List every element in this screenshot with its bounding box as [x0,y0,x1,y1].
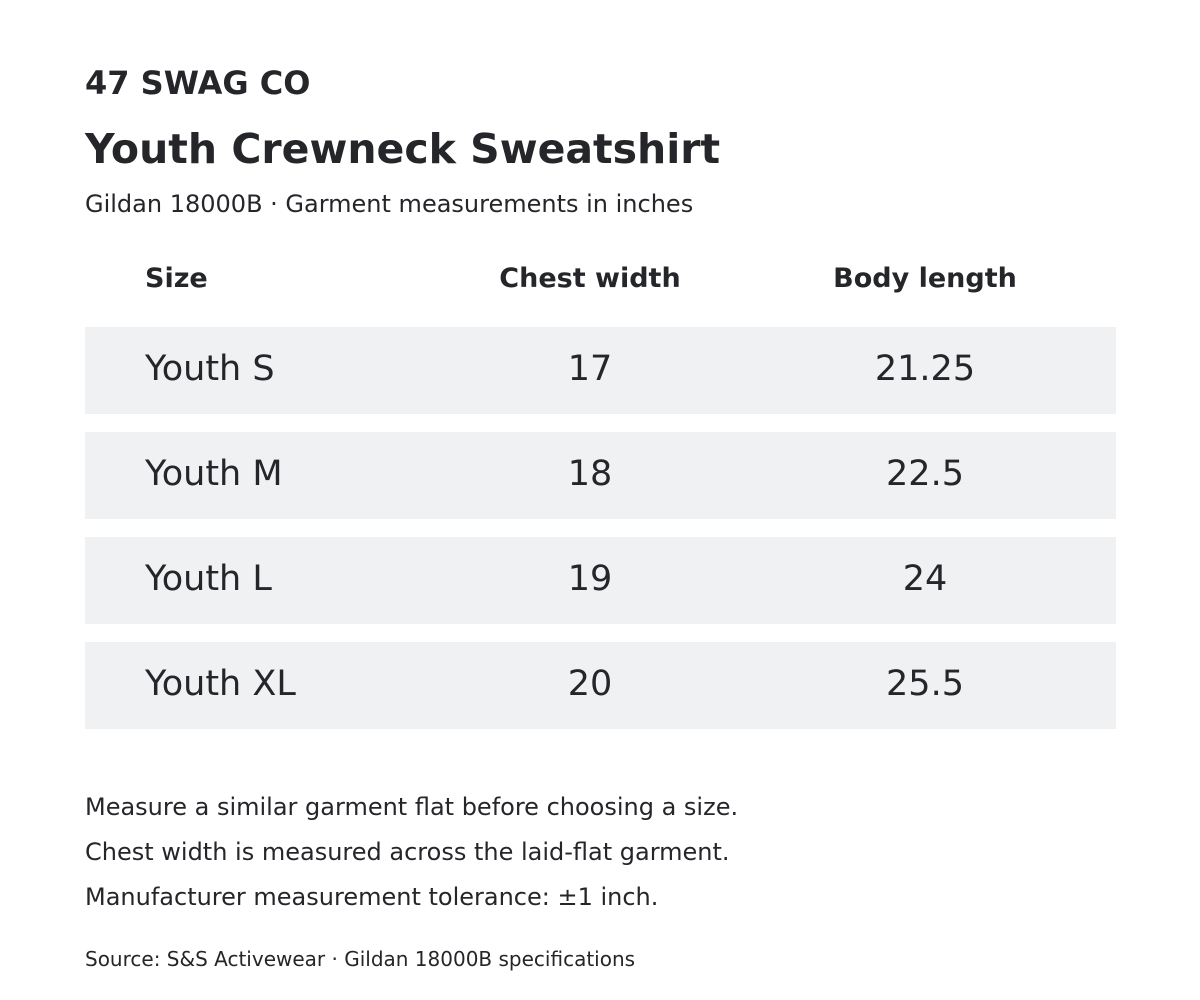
note-line: Chest width is measured across the laid-… [85,838,730,866]
table-row: Youth L 19 24 [85,537,1116,624]
size-cell: Youth M [145,454,283,494]
chest-width-cell: 17 [567,349,613,389]
body-length-cell: 22.5 [886,454,964,494]
size-table-header: Size Chest width Body length [85,258,1116,300]
measurement-notes: Measure a similar garment flat before ch… [85,785,1116,920]
column-header-body-length: Body length [833,263,1017,294]
size-chart-page: 47 SWAG CO Youth Crewneck Sweatshirt Gil… [85,0,1116,1000]
body-length-cell: 21.25 [874,349,976,389]
table-row: Youth XL 20 25.5 [85,642,1116,729]
brand-name: 47 SWAG CO [85,64,311,102]
size-cell: Youth XL [145,664,296,704]
body-length-cell: 24 [902,559,948,599]
chest-width-cell: 19 [567,559,613,599]
size-table-body: Youth S 17 21.25 Youth M 18 22.5 Youth L… [85,327,1116,747]
page-subtitle: Gildan 18000B · Garment measurements in … [85,190,694,218]
size-cell: Youth S [145,349,275,389]
table-row: Youth S 17 21.25 [85,327,1116,414]
column-header-size: Size [145,263,208,294]
note-line: Measure a similar garment flat before ch… [85,793,739,821]
note-line: Manufacturer measurement tolerance: ±1 i… [85,883,659,911]
page-title: Youth Crewneck Sweatshirt [85,125,721,173]
source-credit: Source: S&S Activewear · Gildan 18000B s… [85,947,636,971]
size-cell: Youth L [145,559,272,599]
body-length-cell: 25.5 [886,664,964,704]
table-row: Youth M 18 22.5 [85,432,1116,519]
chest-width-cell: 18 [567,454,613,494]
chest-width-cell: 20 [567,664,613,704]
column-header-chest-width: Chest width [499,263,681,294]
